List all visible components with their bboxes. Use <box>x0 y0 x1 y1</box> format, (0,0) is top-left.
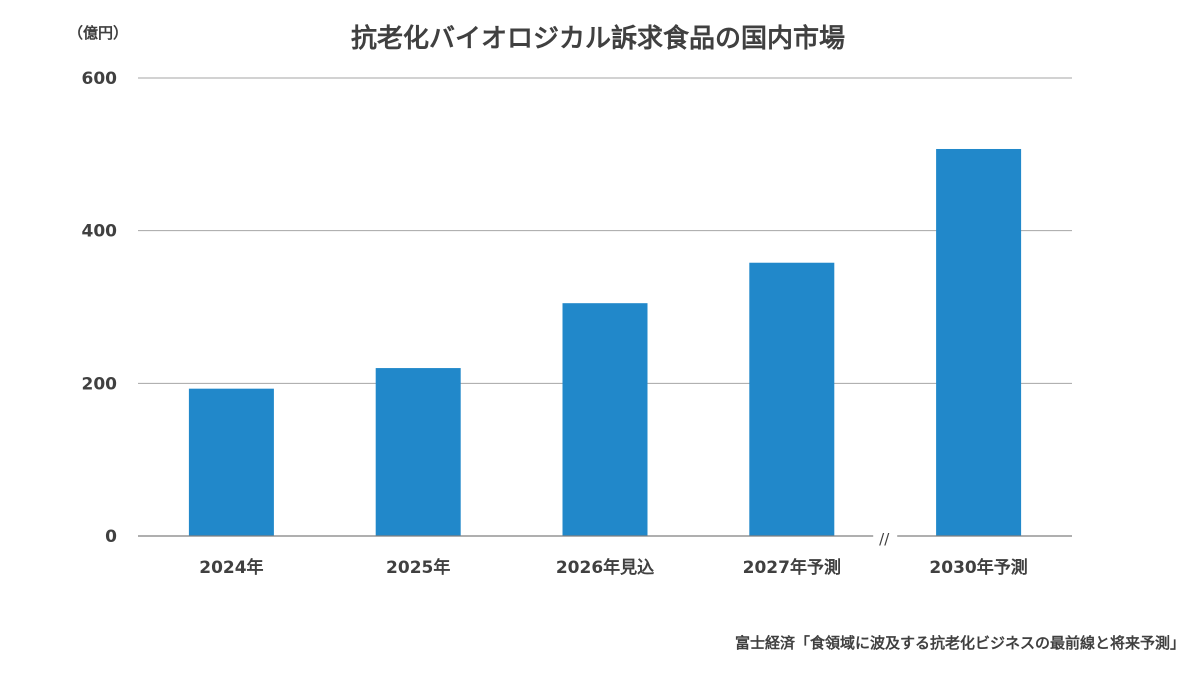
x-tick-label: 2026年見込 <box>556 557 654 578</box>
bar-4 <box>749 262 835 536</box>
bars <box>188 148 1022 537</box>
x-tick-label: 2027年予測 <box>743 557 841 578</box>
x-tick-labels: 2024年 2025年 2026年見込 2027年予測 2030年予測 <box>199 557 1028 578</box>
y-tick-label: 600 <box>82 69 118 89</box>
y-tick-label: 400 <box>82 222 118 242</box>
x-tick-label: 2025年 <box>386 557 450 578</box>
y-tick-label: 200 <box>82 374 118 394</box>
bar-2 <box>375 368 461 536</box>
bar-3 <box>562 303 648 536</box>
chart-title: 抗老化バイオロジカル訴求食品の国内市場 <box>351 23 845 54</box>
x-axis: // <box>138 530 1072 548</box>
bar-1 <box>188 388 274 536</box>
x-tick-label: 2024年 <box>199 557 263 578</box>
x-tick-label: 2030年予測 <box>929 557 1027 578</box>
axis-break-mark: // <box>879 530 890 548</box>
bar-5 <box>936 148 1022 537</box>
y-tick-labels: 0 200 400 600 <box>82 69 118 547</box>
y-tick-label: 0 <box>105 527 117 547</box>
y-unit-label: （億円） <box>68 24 128 42</box>
source-note: 富士経済「食領域に波及する抗老化ビジネスの最前線と将来予測」 <box>735 634 1185 652</box>
